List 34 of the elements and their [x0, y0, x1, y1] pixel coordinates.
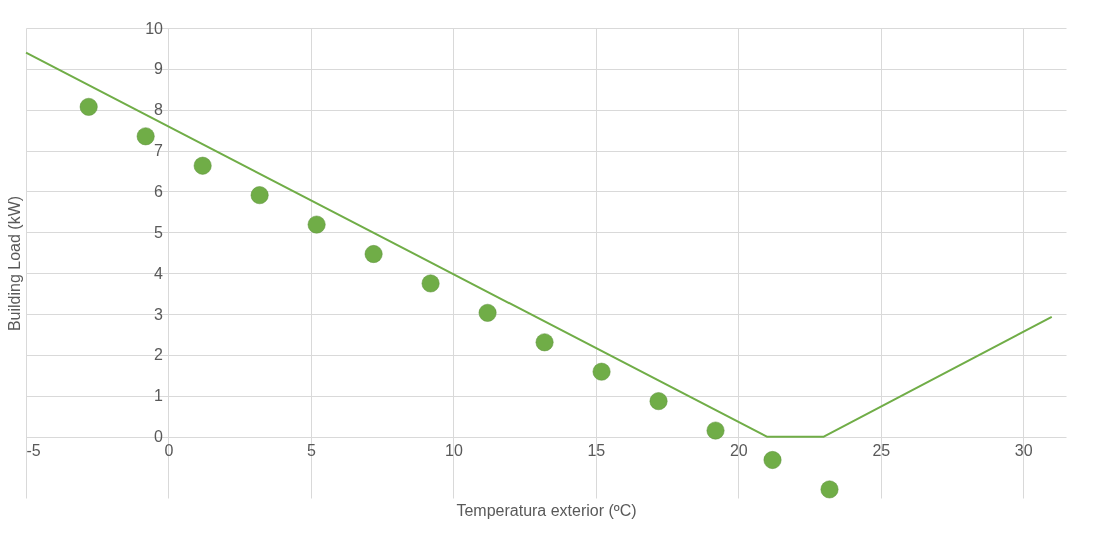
y-tick-label: 10: [145, 19, 164, 37]
y-tick-label: 6: [154, 182, 164, 200]
point: [136, 127, 155, 146]
point: [79, 97, 98, 116]
y-axis-title: Building Load (kW): [5, 195, 23, 332]
y-tick-label: 7: [154, 142, 164, 160]
y-tick-label: 8: [154, 101, 164, 119]
x-tick-label: 30: [1014, 442, 1033, 460]
point: [421, 274, 440, 293]
point: [478, 303, 497, 322]
x-tick-label: -5: [26, 442, 41, 460]
x-tick-label: 10: [445, 442, 463, 460]
y-tick-label: 2: [154, 346, 164, 364]
point: [763, 451, 782, 469]
point: [250, 186, 269, 205]
x-tick-label: 15: [587, 442, 606, 460]
point: [592, 362, 611, 381]
point: [364, 245, 383, 263]
point: [820, 480, 839, 499]
x-axis-title: Temperatura exterior (ºC): [456, 501, 637, 519]
y-tick-label: 5: [154, 223, 164, 241]
point: [535, 333, 554, 352]
y-tick-label: 3: [154, 305, 164, 323]
point: [307, 215, 326, 234]
x-tick-label: 20: [729, 442, 748, 460]
y-tick-label: 4: [154, 264, 164, 282]
y-tick-label: 1: [154, 387, 164, 405]
y-tick-label: 9: [154, 60, 164, 78]
point: [649, 392, 668, 411]
point: [193, 156, 212, 175]
point: [706, 421, 725, 440]
y-tick-label: 0: [154, 428, 164, 446]
x-tick-label: 5: [306, 442, 316, 460]
x-tick-label: 25: [872, 442, 891, 460]
